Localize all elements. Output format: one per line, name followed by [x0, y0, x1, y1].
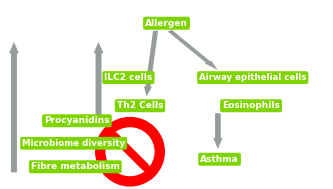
- Ellipse shape: [99, 120, 162, 183]
- Ellipse shape: [106, 127, 155, 176]
- Text: Microbiome diversity: Microbiome diversity: [22, 139, 125, 148]
- Text: Allergen: Allergen: [145, 19, 188, 28]
- Text: Asthma: Asthma: [200, 155, 239, 164]
- Polygon shape: [213, 113, 222, 149]
- Polygon shape: [9, 42, 19, 172]
- Polygon shape: [144, 31, 158, 96]
- Text: Procyanidins: Procyanidins: [44, 116, 110, 125]
- Text: ILC2 cells: ILC2 cells: [104, 73, 153, 82]
- Text: Airway epithelial cells: Airway epithelial cells: [199, 73, 306, 82]
- Polygon shape: [94, 42, 104, 117]
- Text: Th2 Cells: Th2 Cells: [117, 101, 163, 110]
- Polygon shape: [168, 30, 218, 70]
- Text: Eosinophils: Eosinophils: [222, 101, 280, 110]
- Text: Fibre metabolism: Fibre metabolism: [31, 162, 120, 171]
